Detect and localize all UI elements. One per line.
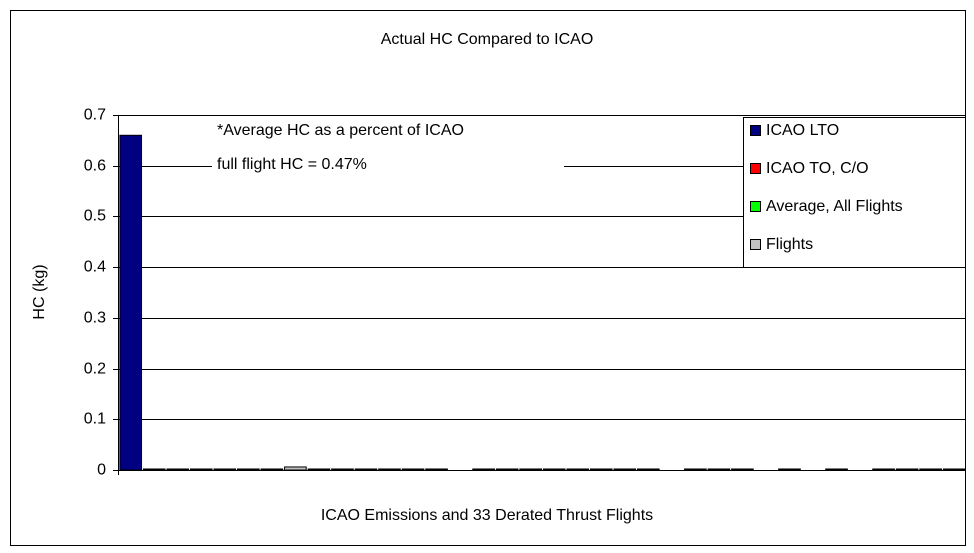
y-tick-label: 0.5	[84, 208, 106, 225]
y-tick-label: 0.2	[84, 361, 106, 378]
bar	[778, 468, 801, 471]
bar	[331, 468, 354, 471]
bar	[354, 468, 378, 471]
y-tick-label: 0.4	[84, 259, 106, 276]
y-tick-label: 0.1	[84, 411, 106, 428]
legend-label: ICAO LTO	[766, 122, 839, 139]
bar	[684, 468, 707, 471]
bar	[942, 468, 966, 471]
legend-label: Average, All Flights	[766, 198, 903, 215]
bar	[166, 468, 190, 471]
x-axis-label: ICAO Emissions and 33 Derated Thrust Fli…	[321, 507, 653, 524]
bar	[495, 468, 519, 471]
annotation-background	[212, 118, 564, 178]
bar	[142, 468, 166, 471]
bar	[872, 468, 895, 471]
bar	[707, 468, 731, 471]
bar	[919, 468, 942, 471]
annotation: *Average HC as a percent of ICAO	[217, 122, 464, 139]
bar	[425, 468, 448, 471]
y-tick-label: 0.3	[84, 310, 106, 327]
bar	[895, 468, 919, 471]
bar	[378, 468, 401, 471]
bar	[589, 468, 613, 471]
bar	[472, 468, 495, 471]
bar	[566, 468, 590, 471]
legend-swatch	[750, 201, 761, 212]
bar	[613, 468, 637, 471]
bar	[213, 468, 237, 471]
bar	[731, 468, 754, 471]
bar	[636, 468, 660, 471]
bar	[542, 468, 566, 471]
bar	[825, 468, 848, 471]
y-tick-label: 0	[97, 462, 106, 479]
legend-label: Flights	[766, 236, 813, 253]
bar	[519, 468, 542, 471]
bar	[401, 468, 425, 471]
bar	[260, 468, 284, 471]
bar	[189, 468, 213, 471]
legend-box	[743, 117, 966, 268]
y-tick-label: 0.7	[84, 107, 106, 124]
legend-swatch	[750, 125, 761, 136]
legend-swatch	[750, 163, 761, 174]
chart-title: Actual HC Compared to ICAO	[381, 31, 594, 48]
legend-label: ICAO TO, C/O	[766, 160, 869, 177]
bar	[307, 468, 331, 471]
y-tick-label: 0.6	[84, 158, 106, 175]
bar	[119, 134, 143, 471]
legend-swatch	[750, 239, 761, 250]
y-axis-label: HC (kg)	[31, 264, 48, 319]
chart-border	[10, 10, 966, 546]
annotation: full flight HC = 0.47%	[217, 156, 367, 173]
bar	[237, 468, 260, 471]
bar	[284, 466, 307, 471]
